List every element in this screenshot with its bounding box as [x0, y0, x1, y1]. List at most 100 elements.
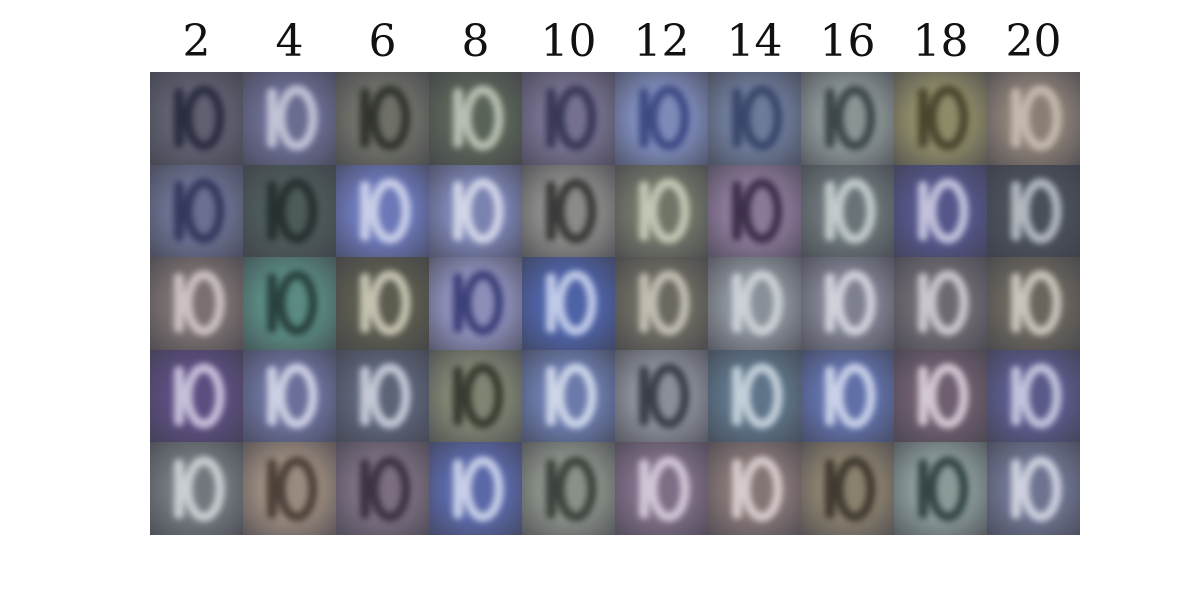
blurred-digit-shape: [894, 350, 987, 443]
sample-thumbnail: [801, 442, 894, 535]
sample-thumbnail: [243, 164, 336, 258]
blurred-digit-shape: [429, 72, 522, 165]
sample-thumbnail: [522, 257, 615, 350]
sample-thumbnail: [336, 164, 429, 258]
blurred-digit-shape: [615, 442, 708, 535]
blurred-digit-shape: [708, 442, 801, 535]
blurred-digit-shape: [150, 165, 243, 258]
blurred-digit-shape: [243, 72, 336, 165]
sample-thumbnail: [708, 349, 801, 443]
blurred-digit-shape: [150, 442, 243, 535]
blurred-digit-shape: [150, 350, 243, 443]
blurred-digit-shape: [615, 165, 708, 258]
column-label: 4: [275, 16, 304, 67]
blurred-digit-shape: [429, 442, 522, 535]
sample-thumbnail: [336, 349, 429, 443]
column-label: 12: [633, 16, 690, 67]
blurred-digit-shape: [987, 442, 1080, 535]
blurred-digit-shape: [894, 442, 987, 535]
sample-grid-figure: 2 4 6 8 10 12 14 16 18 20: [150, 0, 1080, 535]
sample-thumbnail: [243, 72, 336, 165]
sample-thumbnail: [987, 442, 1080, 535]
blurred-digit-shape: [987, 72, 1080, 165]
blurred-digit-shape: [243, 165, 336, 258]
sample-thumbnail: [708, 164, 801, 258]
sample-thumbnail: [801, 349, 894, 443]
sample-thumbnail: [615, 72, 708, 165]
blurred-digit-shape: [150, 72, 243, 165]
sample-thumbnail: [987, 72, 1080, 165]
sample-thumbnail: [987, 164, 1080, 258]
sample-thumbnail: [615, 442, 708, 535]
sample-thumbnail: [243, 442, 336, 535]
column-label: 14: [726, 16, 783, 67]
blurred-digit-shape: [336, 165, 429, 258]
blurred-digit-shape: [615, 350, 708, 443]
blurred-digit-shape: [336, 350, 429, 443]
blurred-digit-shape: [801, 165, 894, 258]
column-label: 10: [540, 16, 597, 67]
blurred-digit-shape: [801, 442, 894, 535]
column-label: 16: [819, 16, 876, 67]
sample-thumbnail: [801, 257, 894, 350]
sample-thumbnail: [894, 72, 987, 165]
sample-thumbnail: [615, 257, 708, 350]
blurred-digit-shape: [987, 165, 1080, 258]
blurred-digit-shape: [522, 442, 615, 535]
sample-thumbnail: [708, 442, 801, 535]
sample-thumbnail: [429, 164, 522, 258]
column-label: 6: [368, 16, 397, 67]
sample-thumbnail: [429, 72, 522, 165]
column-labels: 2 4 6 8 10 12 14 16 18 20: [150, 12, 1080, 72]
sample-thumbnail: [150, 164, 243, 258]
blurred-digit-shape: [801, 350, 894, 443]
sample-thumbnail: [243, 257, 336, 350]
image-grid: [150, 72, 1080, 535]
sample-thumbnail: [615, 349, 708, 443]
blurred-digit-shape: [522, 165, 615, 258]
sample-thumbnail: [708, 72, 801, 165]
blurred-digit-shape: [429, 257, 522, 350]
sample-thumbnail: [894, 349, 987, 443]
blurred-digit-shape: [894, 72, 987, 165]
sample-thumbnail: [801, 72, 894, 165]
sample-thumbnail: [708, 257, 801, 350]
blurred-digit-shape: [615, 72, 708, 165]
sample-thumbnail: [894, 257, 987, 350]
sample-thumbnail: [522, 442, 615, 535]
sample-thumbnail: [615, 164, 708, 258]
sample-thumbnail: [801, 164, 894, 258]
sample-thumbnail: [894, 442, 987, 535]
blurred-digit-shape: [336, 72, 429, 165]
blurred-digit-shape: [894, 257, 987, 350]
sample-thumbnail: [150, 442, 243, 535]
sample-thumbnail: [522, 349, 615, 443]
blurred-digit-shape: [336, 442, 429, 535]
blurred-digit-shape: [708, 72, 801, 165]
sample-thumbnail: [429, 349, 522, 443]
sample-thumbnail: [987, 349, 1080, 443]
blurred-digit-shape: [522, 257, 615, 350]
blurred-digit-shape: [150, 257, 243, 350]
sample-thumbnail: [150, 349, 243, 443]
blurred-digit-shape: [987, 257, 1080, 350]
blurred-digit-shape: [243, 350, 336, 443]
blurred-digit-shape: [336, 257, 429, 350]
column-label: 8: [461, 16, 490, 67]
blurred-digit-shape: [801, 72, 894, 165]
sample-thumbnail: [336, 442, 429, 535]
blurred-digit-shape: [429, 165, 522, 258]
blurred-digit-shape: [894, 165, 987, 258]
blurred-digit-shape: [708, 257, 801, 350]
column-label: 2: [182, 16, 211, 67]
sample-thumbnail: [429, 257, 522, 350]
sample-thumbnail: [150, 72, 243, 165]
sample-thumbnail: [150, 257, 243, 350]
sample-thumbnail: [894, 164, 987, 258]
blurred-digit-shape: [615, 257, 708, 350]
blurred-digit-shape: [987, 350, 1080, 443]
blurred-digit-shape: [801, 257, 894, 350]
blurred-digit-shape: [522, 72, 615, 165]
blurred-digit-shape: [522, 350, 615, 443]
sample-thumbnail: [522, 164, 615, 258]
